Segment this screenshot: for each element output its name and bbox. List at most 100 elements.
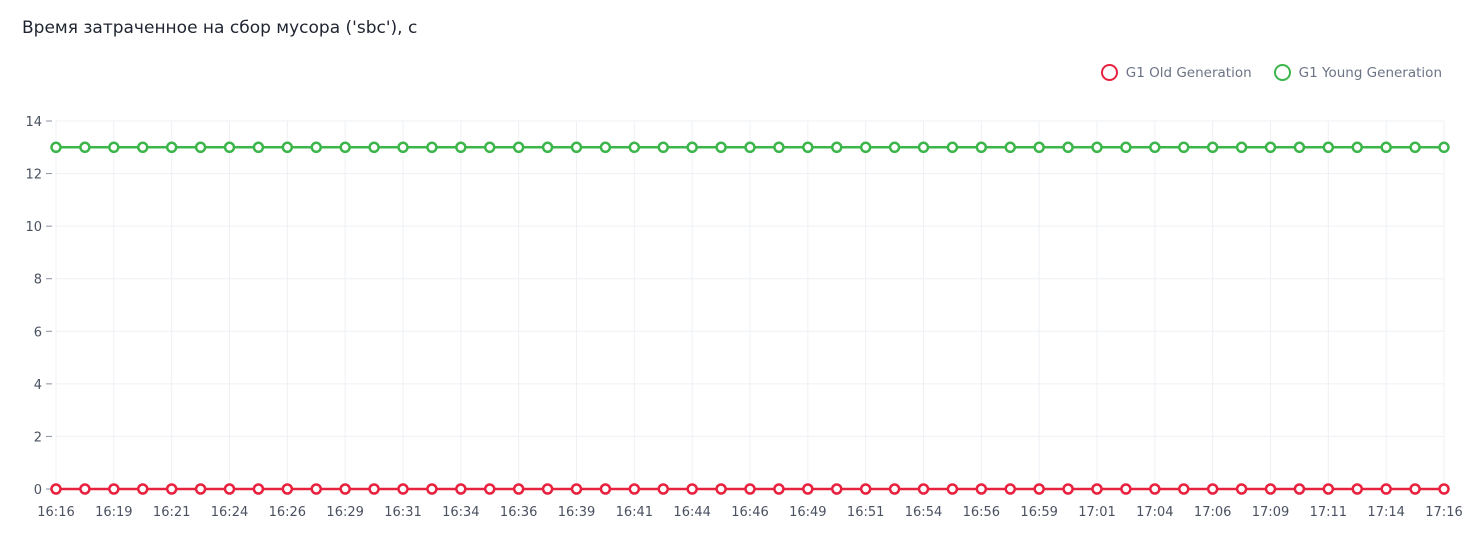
data-point — [281, 141, 294, 154]
y-tick-label: 2 — [34, 430, 42, 445]
data-point — [368, 483, 380, 495]
x-tick-label: 16:56 — [963, 505, 1000, 520]
data-point — [570, 483, 583, 495]
data-point — [1235, 483, 1248, 495]
y-tick-label: 6 — [34, 325, 42, 340]
legend-marker-icon — [1273, 64, 1291, 81]
data-point — [657, 483, 669, 495]
x-tick-label: 16:16 — [37, 505, 74, 520]
x-tick-label: 16:41 — [616, 505, 653, 520]
legend-label: G1 Young Generation — [1298, 64, 1442, 81]
data-point — [310, 141, 322, 154]
data-point — [252, 141, 265, 154]
data-point — [484, 483, 496, 495]
data-point — [917, 141, 930, 154]
x-tick-label: 16:26 — [269, 505, 306, 520]
data-point — [1004, 141, 1016, 154]
data-point — [744, 141, 756, 154]
data-point — [1206, 141, 1219, 154]
data-point — [1235, 141, 1248, 154]
data-point — [1438, 141, 1450, 154]
data-point — [1206, 483, 1219, 495]
x-tick-label: 17:04 — [1136, 505, 1173, 520]
data-point — [541, 141, 554, 154]
data-point — [1091, 141, 1103, 154]
data-point — [888, 483, 901, 495]
data-point — [1438, 483, 1450, 495]
data-point — [744, 483, 756, 495]
data-point — [1351, 483, 1363, 495]
data-point — [512, 141, 525, 154]
data-point — [859, 141, 872, 154]
x-tick-label: 16:36 — [500, 505, 537, 520]
legend-item-young-gen[interactable]: G1 Young Generation — [1273, 64, 1442, 81]
x-tick-label: 17:16 — [1425, 505, 1462, 520]
data-point — [137, 141, 149, 154]
data-point — [1062, 141, 1074, 154]
data-point — [108, 483, 120, 495]
data-point — [628, 141, 641, 154]
data-point — [975, 483, 988, 495]
data-point — [165, 483, 178, 495]
data-point — [917, 483, 930, 495]
data-point — [1264, 483, 1277, 495]
data-point — [946, 483, 959, 495]
data-point — [484, 141, 496, 154]
data-point — [686, 141, 698, 154]
legend-marker-icon — [1100, 64, 1118, 81]
data-point — [541, 483, 554, 495]
x-tick-label: 16:19 — [95, 505, 132, 520]
data-point — [773, 483, 785, 495]
y-tick-label: 4 — [34, 378, 42, 393]
data-point — [1409, 483, 1421, 495]
data-point — [165, 141, 178, 154]
x-tick-label: 16:39 — [558, 505, 595, 520]
data-point — [1380, 141, 1392, 154]
data-point — [599, 141, 612, 154]
data-point — [1322, 141, 1335, 154]
x-tick-label: 16:24 — [211, 505, 248, 520]
data-point — [1293, 141, 1306, 154]
y-tick-label: 14 — [25, 115, 42, 130]
data-point — [194, 483, 207, 495]
data-point — [281, 483, 294, 495]
data-point — [108, 141, 120, 154]
x-tick-label: 16:46 — [731, 505, 768, 520]
chart-title: Время затраченное на сбор мусора ('sbc')… — [22, 18, 418, 38]
data-point — [426, 141, 438, 154]
legend-item-old-gen[interactable]: G1 Old Generation — [1100, 64, 1252, 81]
data-point — [339, 141, 351, 154]
data-point — [397, 483, 409, 495]
data-point — [975, 141, 988, 154]
x-tick-label: 16:31 — [384, 505, 421, 520]
x-tick-label: 17:11 — [1310, 505, 1347, 520]
x-tick-label: 16:59 — [1020, 505, 1057, 520]
data-point — [802, 483, 814, 495]
x-tick-label: 17:06 — [1194, 505, 1231, 520]
x-tick-label: 16:54 — [905, 505, 942, 520]
data-point — [628, 483, 641, 495]
data-point — [137, 483, 149, 495]
data-point — [1062, 483, 1074, 495]
data-point — [1178, 141, 1190, 154]
data-point — [802, 141, 814, 154]
data-point — [888, 141, 901, 154]
x-tick-label: 16:21 — [153, 505, 190, 520]
data-point — [1178, 483, 1190, 495]
data-point — [79, 483, 91, 495]
x-tick-label: 16:49 — [789, 505, 826, 520]
data-point — [1149, 483, 1161, 495]
data-point — [859, 483, 872, 495]
data-point — [946, 141, 959, 154]
data-point — [1322, 483, 1335, 495]
data-point — [194, 141, 207, 154]
data-point — [831, 483, 843, 495]
x-tick-label: 16:44 — [673, 505, 710, 520]
data-point — [715, 483, 727, 495]
data-point — [570, 141, 583, 154]
x-tick-label: 17:14 — [1367, 505, 1404, 520]
data-point — [455, 483, 467, 495]
legend: G1 Old Generation G1 Young Generation — [1100, 64, 1442, 81]
data-point — [1004, 483, 1016, 495]
data-point — [50, 141, 62, 154]
